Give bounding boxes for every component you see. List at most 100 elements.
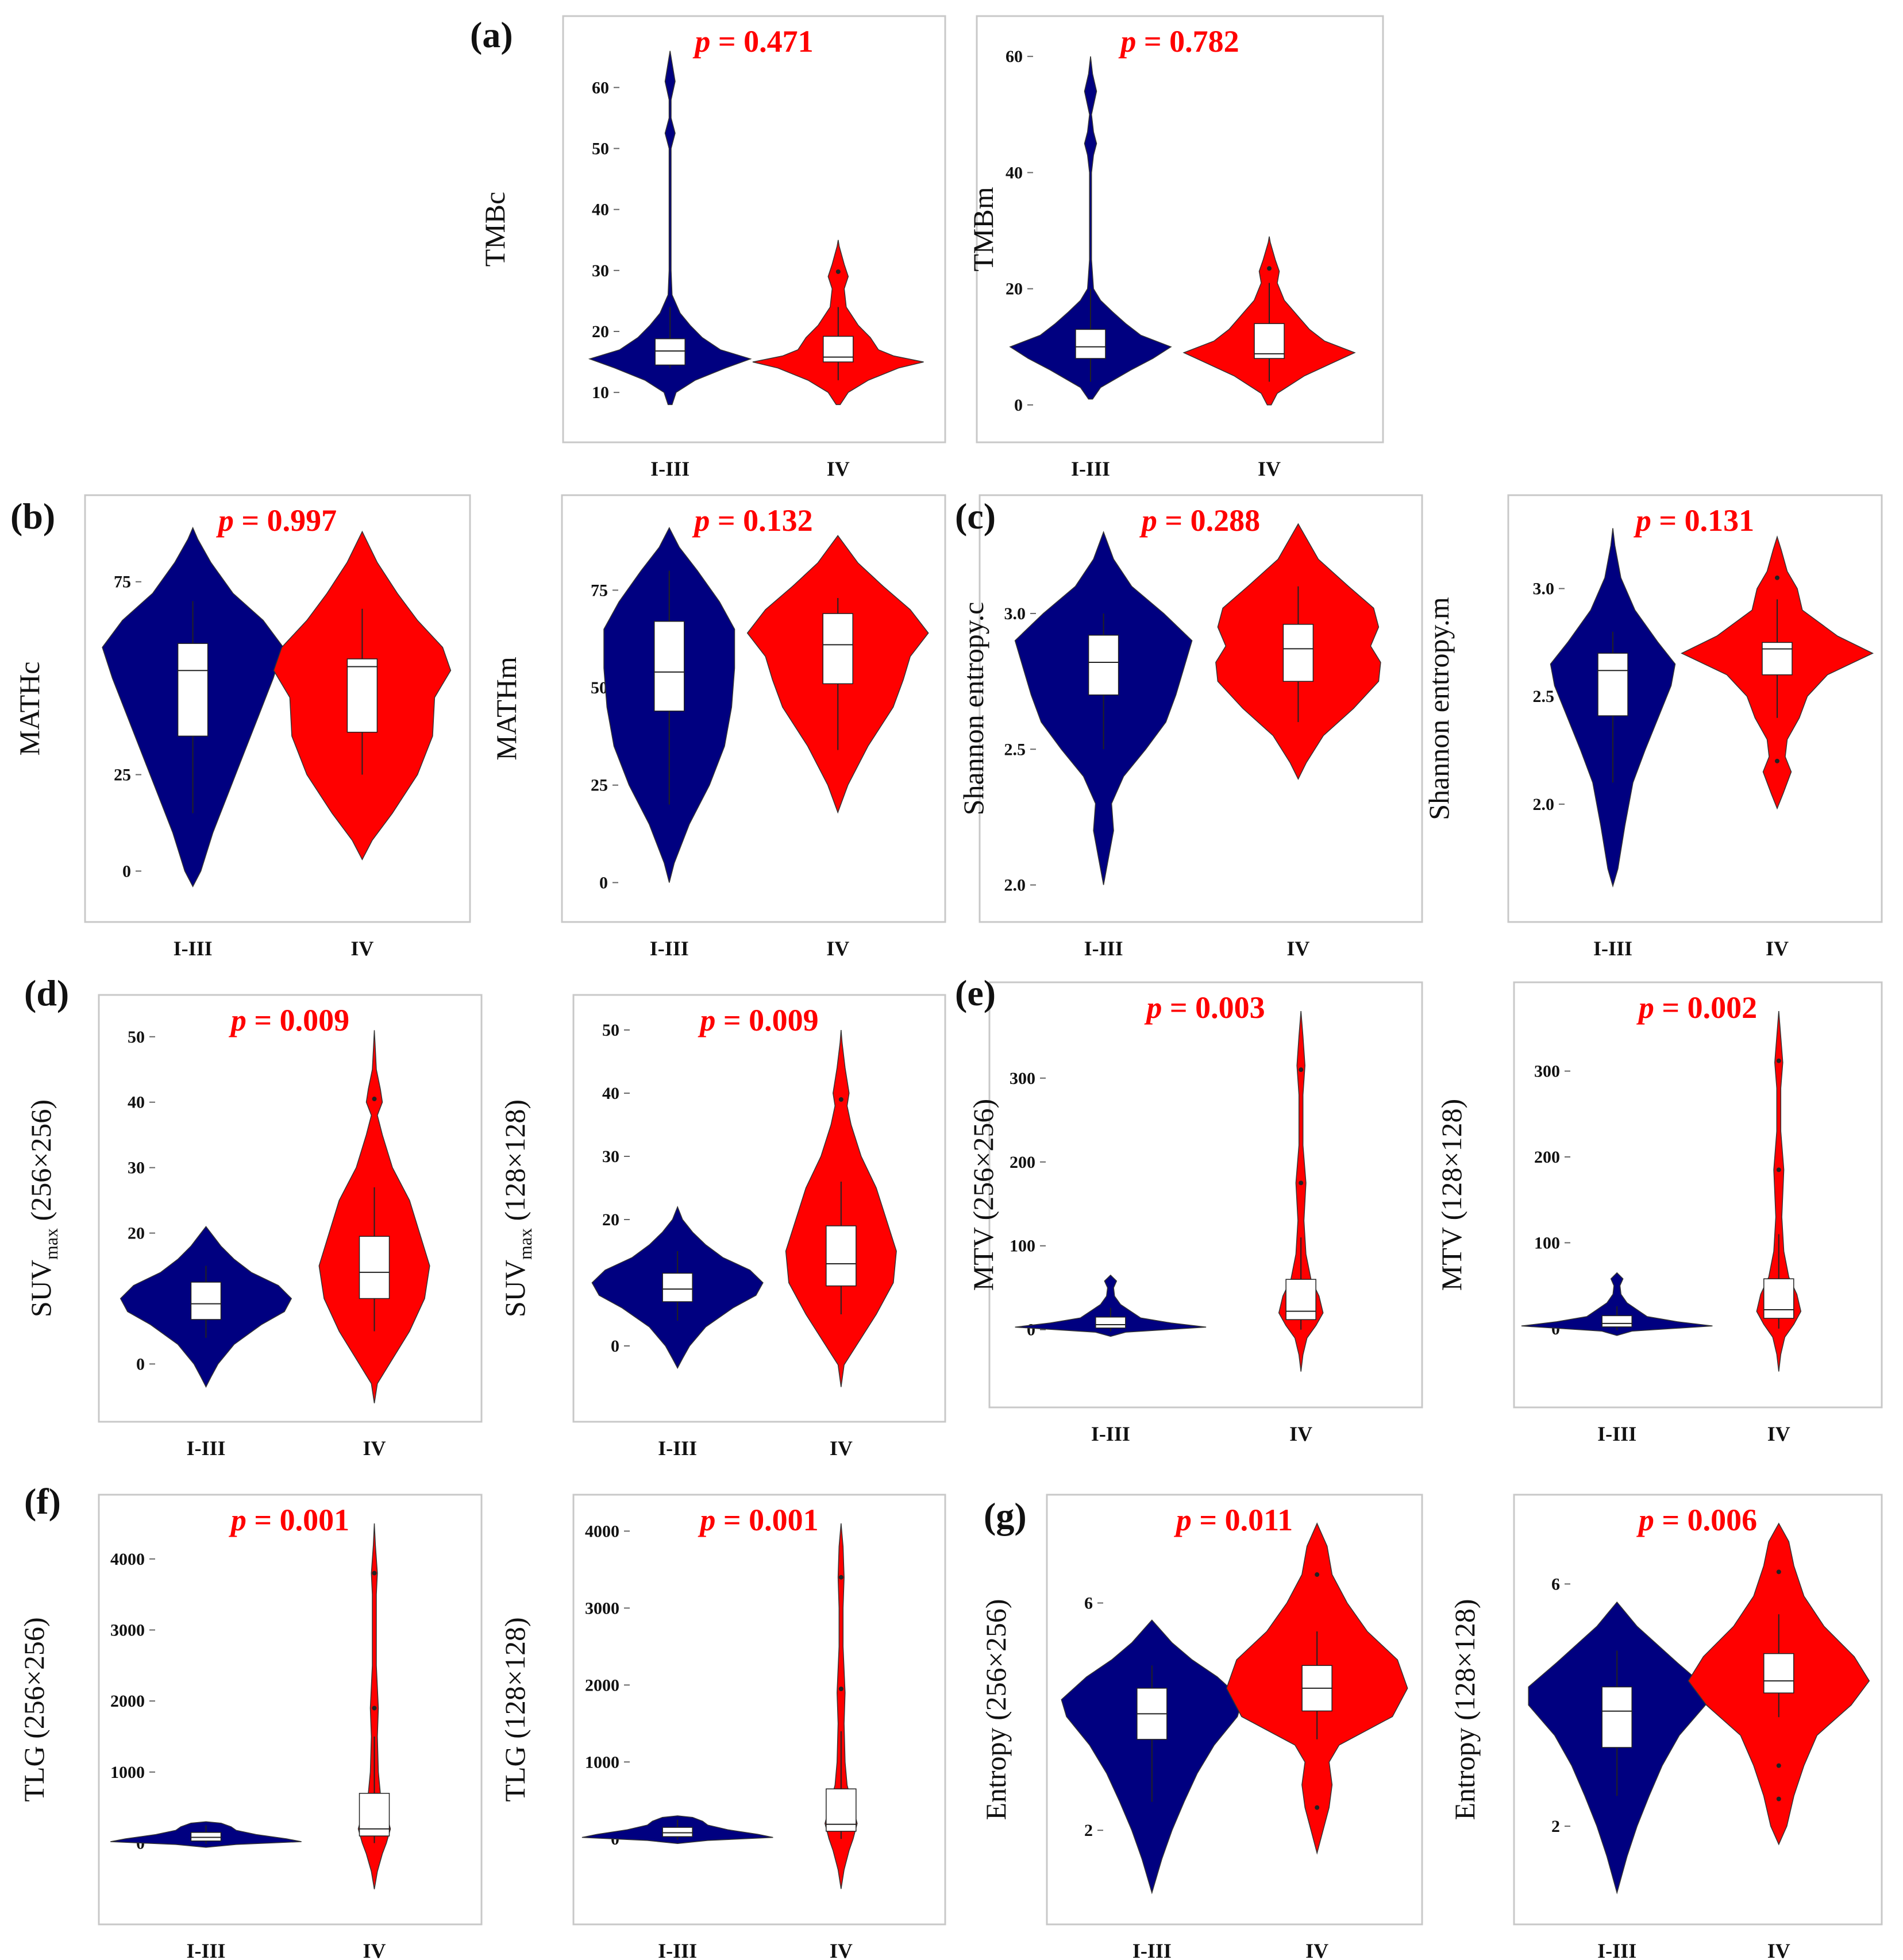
x-category-label: IV: [1289, 1422, 1312, 1445]
y-tick-label: 4000: [110, 1550, 145, 1569]
y-axis-label: TMBc: [479, 192, 511, 267]
panel-letter-c: (c): [955, 496, 996, 537]
y-axis-label: TMBm: [967, 187, 999, 271]
p-value-label: p = 0.288: [1139, 503, 1260, 538]
iqr-box: [826, 1788, 857, 1832]
outlier-point: [835, 269, 841, 274]
outlier-point: [1775, 758, 1779, 763]
iqr-box: [1285, 1279, 1316, 1320]
iqr-box: [1075, 329, 1106, 359]
y-tick-label: 4000: [585, 1522, 619, 1541]
y-tick-label: 2.5: [1533, 687, 1555, 706]
outlier-point: [838, 1687, 843, 1692]
x-category-label: IV: [1767, 1422, 1790, 1445]
plot-frame: [98, 1494, 483, 1926]
panel-letter-d: (d): [24, 973, 69, 1013]
y-tick-label: 0: [599, 873, 608, 892]
iqr-box: [662, 1272, 693, 1302]
y-tick-label: 30: [602, 1147, 619, 1166]
p-value-label: p = 0.997: [216, 503, 337, 538]
y-axis-label: MTV (256×256): [967, 1099, 999, 1291]
y-tick-label: 40: [128, 1093, 145, 1112]
panel-letter-g: (g): [984, 1495, 1027, 1536]
plot-frame: [988, 981, 1423, 1409]
y-axis-label: Shannon entropy.m: [1423, 597, 1455, 820]
iqr-box: [823, 335, 854, 362]
y-tick-label: 100: [1534, 1233, 1560, 1252]
y-tick-label: 25: [591, 776, 608, 795]
iqr-box: [1282, 624, 1314, 682]
x-category-label: I-III: [1597, 1939, 1636, 1960]
iqr-box: [826, 1225, 857, 1287]
plot-frame: [98, 994, 483, 1423]
y-tick-label: 6: [1551, 1575, 1560, 1594]
violin-I-III: [1015, 1274, 1207, 1337]
plot-frame: [976, 15, 1384, 443]
outlier-point: [1776, 1763, 1781, 1768]
iqr-box: [190, 1832, 222, 1842]
p-value-label: p = 0.131: [1634, 503, 1754, 538]
y-tick-label: 40: [602, 1084, 619, 1103]
iqr-box: [1763, 1278, 1794, 1319]
y-tick-label: 2: [1084, 1821, 1093, 1840]
y-tick-label: 2.0: [1533, 795, 1555, 814]
x-category-label: I-III: [1593, 937, 1632, 960]
violin-I-III: [1521, 1272, 1713, 1336]
y-tick-label: 300: [1534, 1062, 1560, 1081]
outlier-point: [838, 1575, 843, 1580]
panel-letter-f: (f): [24, 1481, 61, 1522]
y-tick-label: 0: [1027, 1321, 1035, 1340]
x-category-label: I-III: [650, 457, 689, 480]
y-tick-label: 60: [1006, 47, 1023, 66]
x-category-label: IV: [826, 937, 849, 960]
plot-frame: [1513, 981, 1883, 1409]
y-axis-label: MTV (128×128): [1435, 1099, 1467, 1291]
outlier-point: [1775, 575, 1779, 580]
y-tick-label: 0: [136, 1355, 145, 1373]
iqr-box: [359, 1236, 390, 1299]
iqr-box: [654, 338, 685, 366]
y-tick-label: 10: [592, 383, 609, 402]
panel-mtv256: 0 100 200 300 I-III IV p = 0.003 MTV (256×256): [967, 981, 1423, 1445]
panel-letter-a: (a): [470, 14, 513, 55]
p-value-label: p = 0.011: [1174, 1503, 1293, 1537]
x-category-label: IV: [1766, 937, 1789, 960]
panel-letter-e: (e): [955, 973, 996, 1013]
x-category-label: I-III: [650, 937, 689, 960]
iqr-box: [1763, 1653, 1794, 1693]
outlier-point: [372, 1706, 377, 1711]
y-axis-label: MATHc: [13, 662, 45, 756]
iqr-box: [190, 1282, 222, 1320]
y-tick-label: 2000: [585, 1676, 619, 1695]
iqr-box: [1597, 653, 1628, 716]
y-axis-label: SUVmax (256×256): [25, 1099, 61, 1317]
violin-I-III: [1009, 56, 1172, 400]
y-axis-label: SUVmax (128×128): [499, 1099, 536, 1317]
panel-tmbm: 0 20 40 60 I-III IV p = 0.782 TMBm: [967, 15, 1384, 480]
outlier-point: [1776, 1796, 1781, 1801]
x-category-label: IV: [363, 1939, 386, 1960]
outlier-point: [372, 1097, 377, 1102]
y-tick-label: 6: [1084, 1594, 1093, 1612]
y-tick-label: 25: [114, 766, 131, 785]
y-axis-label: Entropy (128×128): [1449, 1599, 1481, 1820]
y-tick-label: 3.0: [1533, 580, 1555, 599]
y-tick-label: 20: [602, 1210, 619, 1229]
x-category-label: I-III: [186, 1939, 225, 1960]
x-category-label: I-III: [186, 1437, 225, 1460]
y-tick-label: 50: [128, 1028, 145, 1047]
y-axis-label: Entropy (256×256): [980, 1599, 1012, 1820]
iqr-box: [654, 620, 685, 712]
x-category-label: IV: [830, 1939, 853, 1960]
y-tick-label: 2.0: [1004, 876, 1026, 895]
y-tick-label: 200: [1010, 1153, 1035, 1172]
y-tick-label: 2: [1551, 1817, 1560, 1836]
x-category-label: I-III: [1597, 1422, 1636, 1445]
p-value-label: p = 0.009: [229, 1003, 349, 1037]
